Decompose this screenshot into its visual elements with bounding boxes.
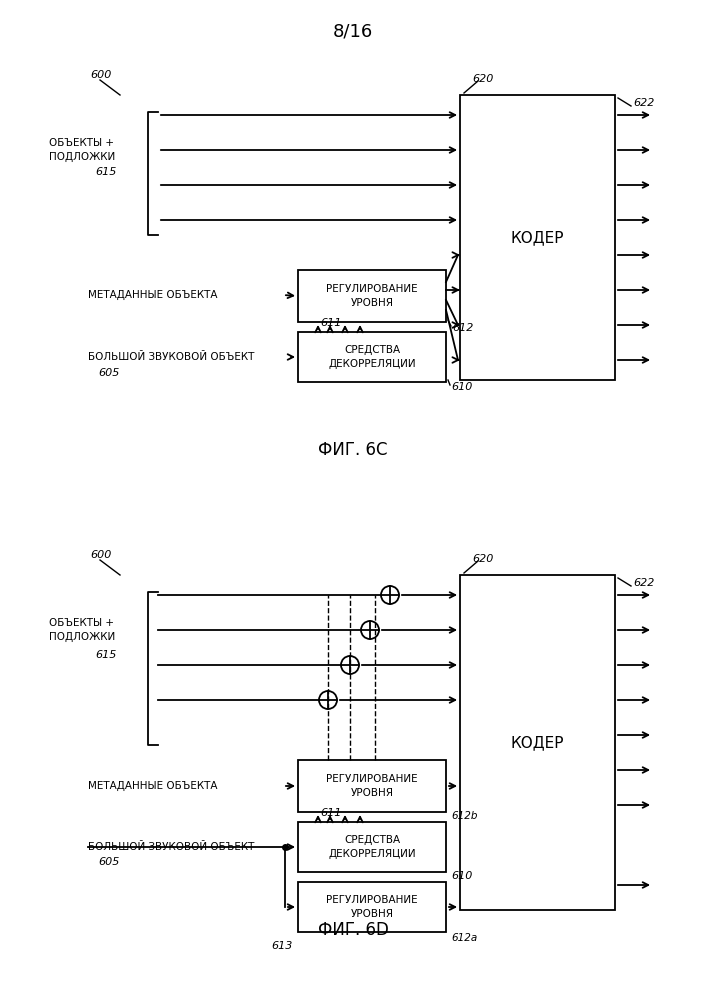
Text: УРОВНЯ: УРОВНЯ xyxy=(351,788,394,798)
Text: СРЕДСТВА: СРЕДСТВА xyxy=(344,835,400,845)
Text: РЕГУЛИРОВАНИЕ: РЕГУЛИРОВАНИЕ xyxy=(326,895,418,905)
Text: 615: 615 xyxy=(95,650,117,660)
Bar xyxy=(298,882,446,932)
Text: МЕТАДАННЫЕ ОБЪЕКТА: МЕТАДАННЫЕ ОБЪЕКТА xyxy=(88,781,218,791)
Text: 8/16: 8/16 xyxy=(333,23,373,41)
Text: 611: 611 xyxy=(320,808,341,818)
Text: ФИГ. 6C: ФИГ. 6C xyxy=(318,441,387,459)
Bar xyxy=(298,760,446,812)
Text: УРОВНЯ: УРОВНЯ xyxy=(351,909,394,919)
Bar xyxy=(460,95,615,380)
Text: ПОДЛОЖКИ: ПОДЛОЖКИ xyxy=(49,632,115,642)
Text: БОЛЬШОЙ ЗВУКОВОЙ ОБЪЕКТ: БОЛЬШОЙ ЗВУКОВОЙ ОБЪЕКТ xyxy=(88,352,255,362)
Text: КОДЕР: КОДЕР xyxy=(510,735,564,750)
Text: СРЕДСТВА: СРЕДСТВА xyxy=(344,345,400,355)
Text: ДЕКОРРЕЛЯЦИИ: ДЕКОРРЕЛЯЦИИ xyxy=(328,359,416,369)
Text: 622: 622 xyxy=(633,578,655,588)
Bar xyxy=(460,575,615,910)
Text: 605: 605 xyxy=(98,857,119,867)
Text: ОБЪЕКТЫ +: ОБЪЕКТЫ + xyxy=(49,618,115,628)
Text: ФИГ. 6D: ФИГ. 6D xyxy=(317,921,388,939)
Text: 613: 613 xyxy=(271,941,293,951)
Text: 610: 610 xyxy=(451,871,472,881)
Text: БОЛЬШОЙ ЗВУКОВОЙ ОБЪЕКТ: БОЛЬШОЙ ЗВУКОВОЙ ОБЪЕКТ xyxy=(88,842,255,852)
Text: УРОВНЯ: УРОВНЯ xyxy=(351,298,394,308)
Text: 600: 600 xyxy=(90,550,112,560)
Text: ПОДЛОЖКИ: ПОДЛОЖКИ xyxy=(49,152,115,162)
Bar xyxy=(298,270,446,322)
Bar xyxy=(298,332,446,382)
Text: 622: 622 xyxy=(633,98,655,108)
Text: КОДЕР: КОДЕР xyxy=(510,230,564,245)
Text: 612b: 612b xyxy=(451,811,477,821)
Text: ДЕКОРРЕЛЯЦИИ: ДЕКОРРЕЛЯЦИИ xyxy=(328,849,416,859)
Text: 620: 620 xyxy=(472,74,493,84)
Text: 600: 600 xyxy=(90,70,112,80)
Text: 611: 611 xyxy=(320,318,341,328)
Bar xyxy=(298,822,446,872)
Text: РЕГУЛИРОВАНИЕ: РЕГУЛИРОВАНИЕ xyxy=(326,774,418,784)
Text: ОБЪЕКТЫ +: ОБЪЕКТЫ + xyxy=(49,138,115,148)
Text: 610: 610 xyxy=(451,382,472,392)
Text: 612: 612 xyxy=(452,323,474,333)
Text: РЕГУЛИРОВАНИЕ: РЕГУЛИРОВАНИЕ xyxy=(326,284,418,294)
Text: 605: 605 xyxy=(98,368,119,378)
Text: МЕТАДАННЫЕ ОБЪЕКТА: МЕТАДАННЫЕ ОБЪЕКТА xyxy=(88,290,218,300)
Text: 620: 620 xyxy=(472,554,493,564)
Text: 615: 615 xyxy=(95,167,117,177)
Text: 612a: 612a xyxy=(451,933,477,943)
